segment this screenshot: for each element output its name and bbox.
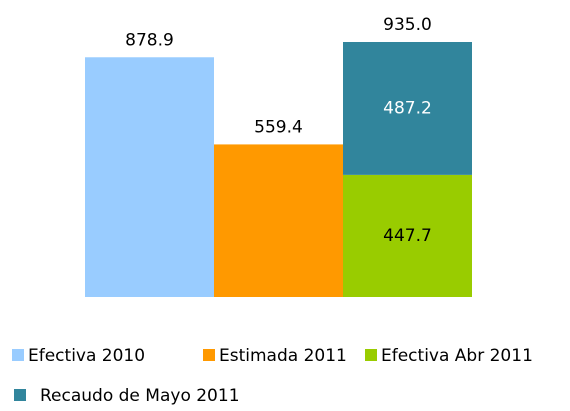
value-label: 878.9 [125,30,174,50]
bar-segment [343,42,472,175]
bar-segment [343,174,472,297]
bar-segment [214,144,343,297]
bar-segment [85,57,214,298]
legend-swatch [203,349,215,361]
legend-swatch [14,389,26,401]
value-label: 447.7 [383,226,432,246]
total-label: 935.0 [383,15,432,35]
legend-label: Efectiva 2010 [28,346,145,366]
legend-label: Estimada 2011 [219,346,347,366]
legend-label: Efectiva Abr 2011 [381,346,533,366]
legend-label: Recaudo de Mayo 2011 [40,386,240,406]
legend-swatch [365,349,377,361]
legend-swatch [12,349,24,361]
value-label: 487.2 [383,98,432,118]
value-label: 559.4 [254,117,303,137]
